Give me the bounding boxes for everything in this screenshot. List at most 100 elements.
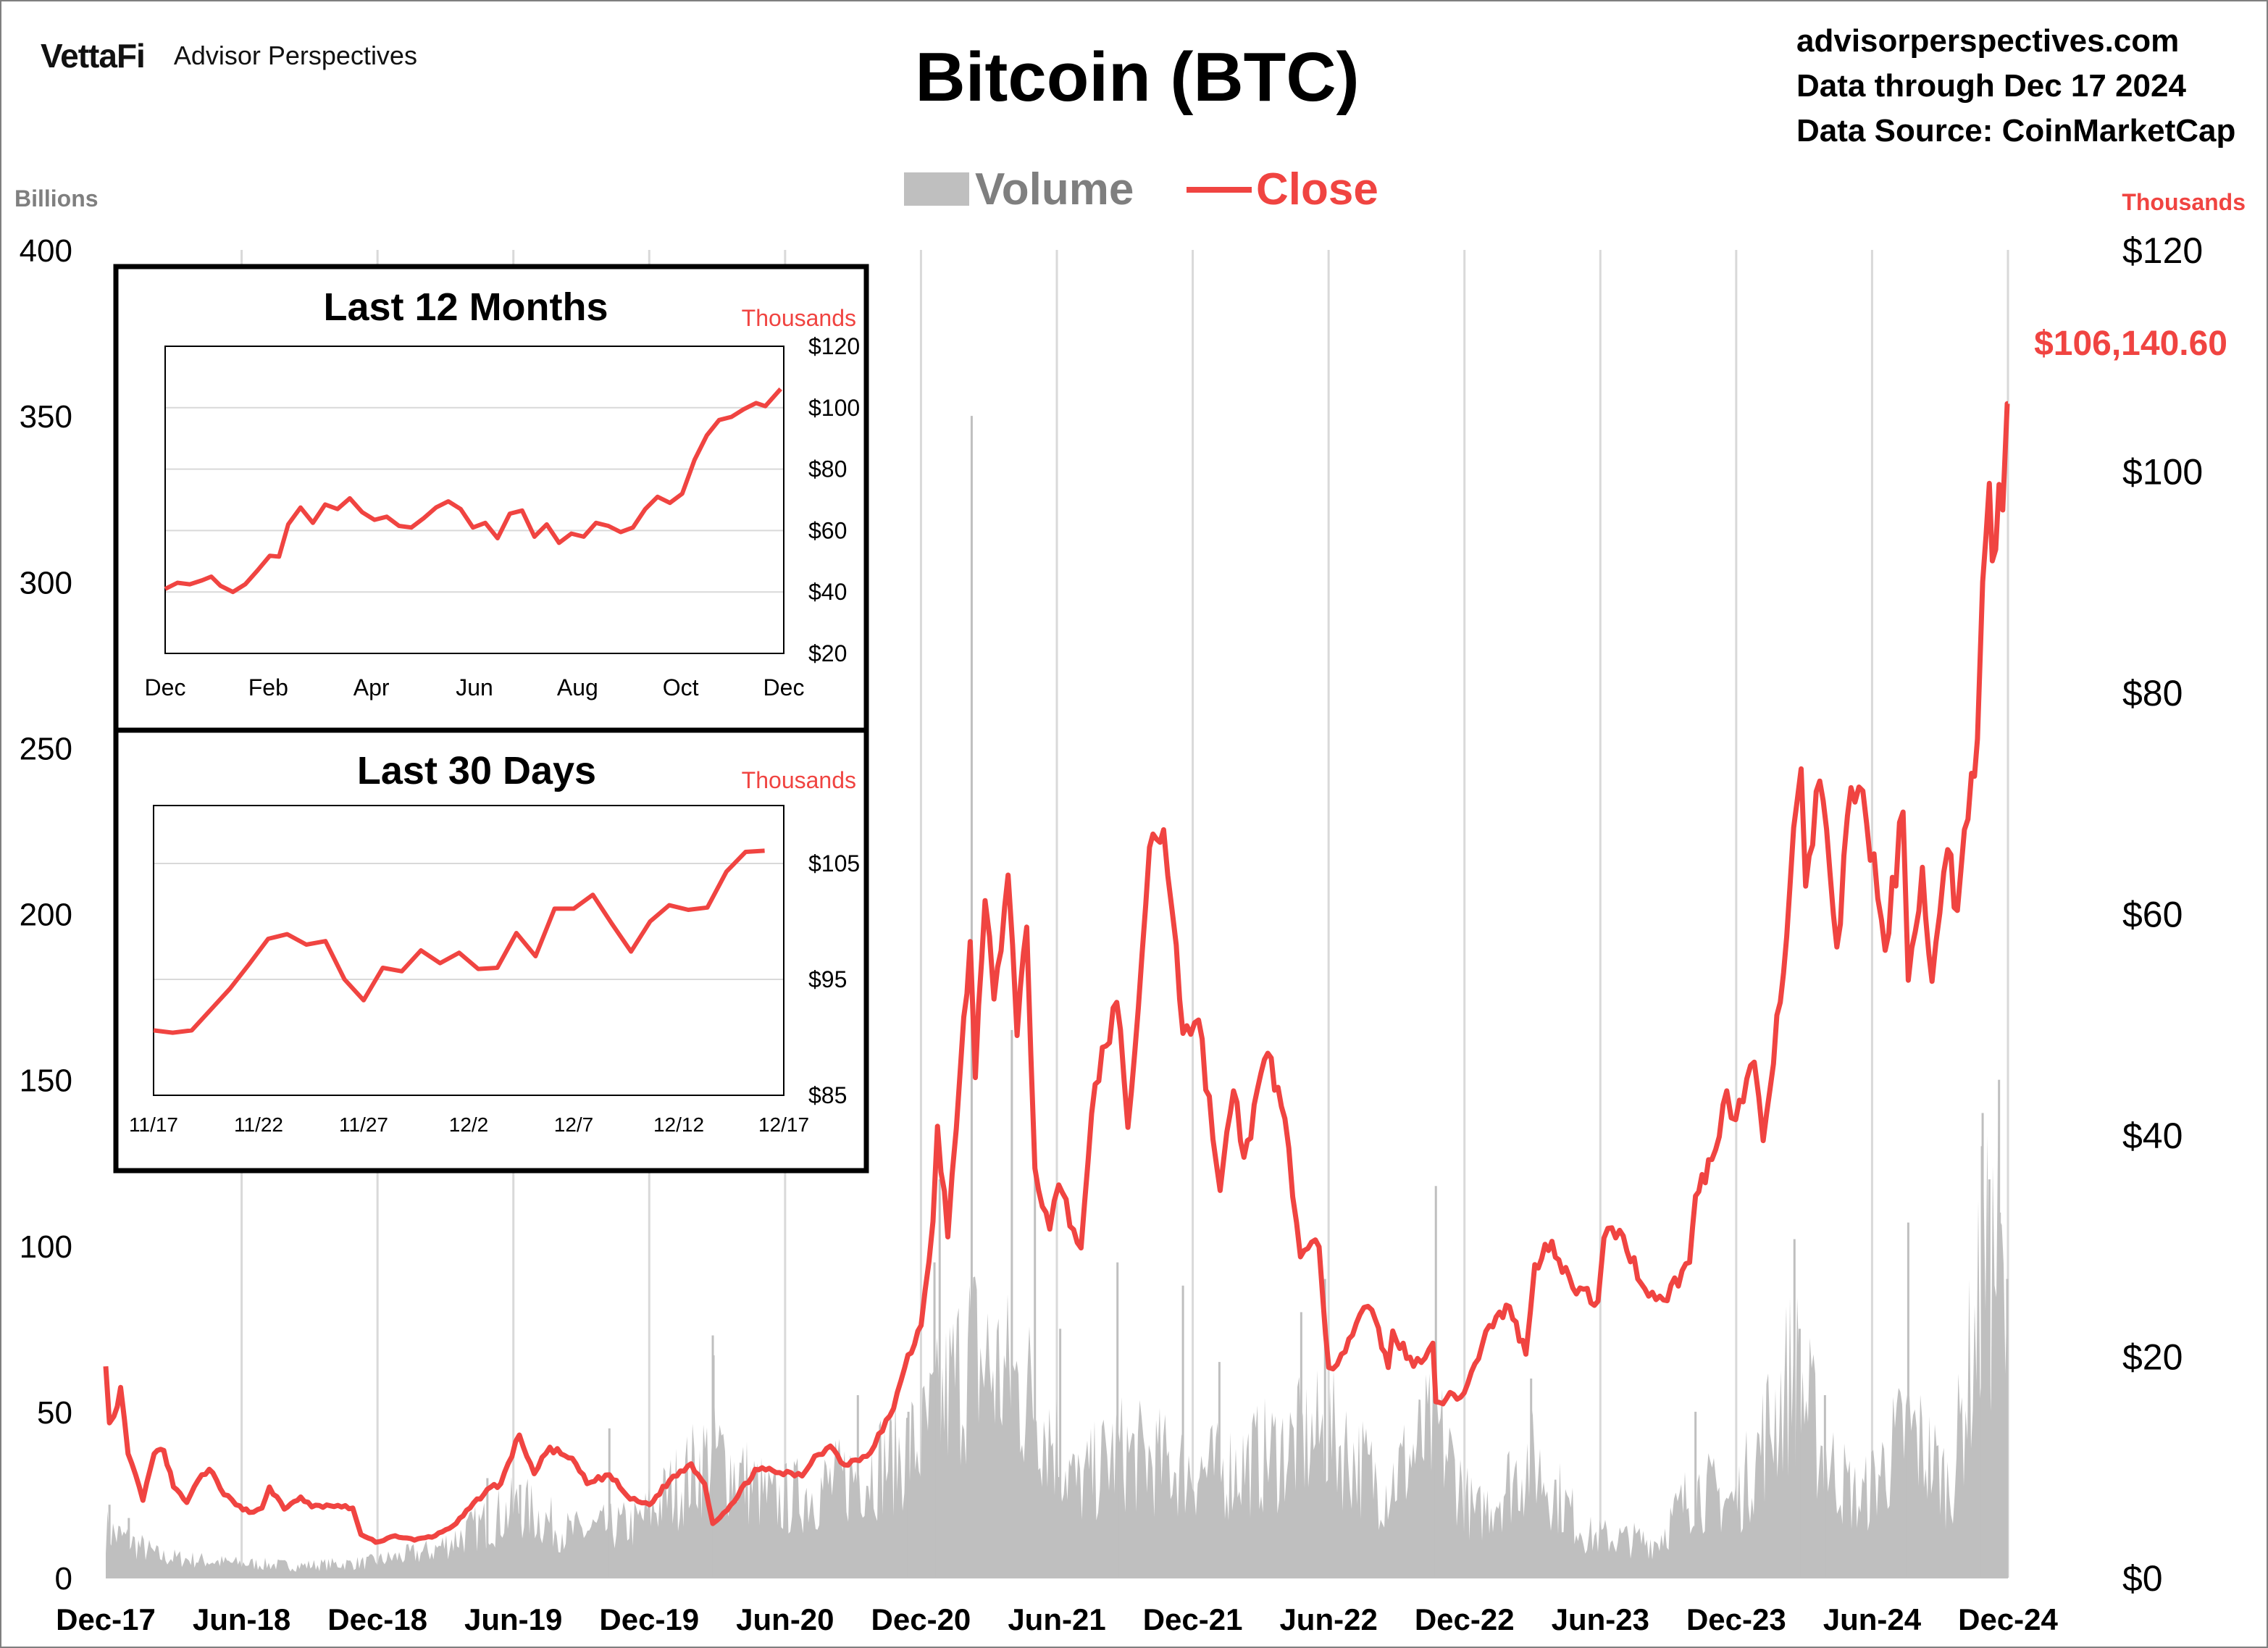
legend-volume-label: Volume — [975, 164, 1134, 214]
volume-spike — [1798, 1329, 1801, 1578]
x-tick-label: Dec-17 — [56, 1602, 156, 1636]
volume-spike — [127, 1518, 130, 1578]
x-tick-label: Jun-22 — [1279, 1602, 1377, 1636]
inset-x-tick-label: Apr — [353, 674, 390, 700]
inset-x-tick-label: Aug — [557, 674, 598, 700]
volume-spike — [108, 1505, 111, 1578]
volume-spike — [2006, 1279, 2009, 1578]
volume-spike — [907, 1411, 910, 1578]
axis-layer: Dec-17 Jun-18 Dec-18 Jun-19 Dec-19 Jun-20 Dec-… — [14, 185, 2246, 1636]
inset-x-tick-label: Jun — [456, 674, 493, 700]
inset-title: Last 12 Months — [323, 285, 608, 329]
close-layer — [103, 401, 2010, 1545]
volume-spike — [1907, 1222, 1909, 1578]
legend-close-label: Close — [1256, 164, 1378, 214]
left-tick-label: 100 — [20, 1229, 72, 1265]
source-data-source: Data Source: CoinMarketCap — [1796, 113, 2236, 149]
right-tick-label: $0 — [2122, 1558, 2163, 1599]
volume-spike — [1694, 1411, 1697, 1578]
source-data-through: Data through Dec 17 2024 — [1796, 68, 2186, 104]
inset-x-tick-label: 11/27 — [339, 1113, 388, 1136]
volume-spike — [1999, 1212, 2001, 1578]
left-tick-label: 150 — [20, 1063, 72, 1099]
close-series-line — [103, 401, 2010, 1545]
inset-tick-label: $60 — [808, 517, 847, 543]
inset-frame — [113, 264, 869, 733]
left-tick-label: 200 — [20, 898, 72, 933]
inset-axis-unit: Thousands — [742, 305, 856, 331]
right-tick-label: $60 — [2122, 895, 2183, 935]
x-tick-label: Dec-19 — [599, 1602, 699, 1636]
x-tick-label: Dec-22 — [1415, 1602, 1515, 1636]
x-tick-label: Dec-21 — [1143, 1602, 1243, 1636]
volume-spike — [1793, 1239, 1796, 1578]
inset-close-line — [153, 848, 765, 1035]
volume-spike — [608, 1428, 611, 1578]
volume-spike — [1034, 1129, 1037, 1578]
x-tick-label: Dec-24 — [1958, 1602, 2058, 1636]
volume-spike — [1010, 1029, 1013, 1578]
volume-spike — [1323, 1279, 1326, 1578]
right-tick-label: $40 — [2122, 1116, 2183, 1156]
right-tick-label: $100 — [2122, 452, 2203, 493]
brand-logo: VettaFi — [41, 37, 146, 75]
x-tick-label: Jun-23 — [1552, 1602, 1649, 1636]
chart-title: Bitcoin (BTC) — [915, 38, 1360, 116]
inset-tick-label: $105 — [808, 850, 860, 877]
volume-spike — [1823, 1394, 1826, 1578]
volume-area — [106, 1118, 2008, 1578]
inset-axis-unit: Thousands — [742, 767, 856, 793]
legend: Volume Close — [904, 164, 1378, 214]
volume-spike — [1300, 1312, 1302, 1578]
volume-spike — [1181, 1285, 1184, 1578]
left-axis-unit: Billions — [14, 185, 99, 212]
inset-tick-label: $120 — [808, 333, 860, 359]
inset-tick-label: $80 — [808, 456, 847, 482]
inset-x-tick-label: 12/2 — [449, 1113, 489, 1136]
volume-spike — [1218, 1362, 1221, 1578]
inset-last-12-months: Last 12 Months Thousands $20 $40 $60 $80 $100 $… — [113, 264, 869, 733]
inset-tick-label: $85 — [808, 1082, 847, 1108]
left-tick-label: 0 — [55, 1561, 72, 1597]
x-tick-label: Dec-18 — [327, 1602, 427, 1636]
inset-x-tick-label: 12/7 — [554, 1113, 594, 1136]
right-tick-label: $20 — [2122, 1337, 2183, 1378]
volume-spike — [1981, 1113, 1984, 1578]
left-tick-label: 50 — [37, 1395, 72, 1431]
x-tick-label: Jun-18 — [193, 1602, 290, 1636]
inset-frame — [113, 727, 869, 1174]
source-block: advisorperspectives.com Data through Dec… — [1796, 19, 2235, 154]
inset-x-tick-label: Oct — [663, 674, 699, 700]
right-tick-label: $80 — [2122, 673, 2183, 714]
volume-spike — [933, 1262, 936, 1578]
inset-x-tick-label: Dec — [763, 674, 805, 700]
inset-x-tick-label: 12/12 — [653, 1113, 704, 1136]
volume-spike — [712, 1355, 715, 1578]
volume-spike — [1530, 1379, 1533, 1578]
inset-tick-label: $95 — [808, 966, 847, 992]
inset-x-tick-label: Dec — [145, 674, 186, 700]
volume-spike — [1116, 1262, 1119, 1578]
left-tick-label: 350 — [20, 399, 72, 435]
x-tick-label: Dec-20 — [871, 1602, 971, 1636]
volume-spike — [1988, 1179, 1991, 1578]
volume-spike — [486, 1478, 489, 1578]
right-axis-unit: Thousands — [2122, 189, 2246, 215]
left-tick-label: 400 — [20, 233, 72, 269]
inset-x-tick-label: 11/17 — [129, 1113, 178, 1136]
legend-volume-swatch — [904, 172, 969, 206]
brand: VettaFi Advisor Perspectives — [41, 36, 417, 75]
x-tick-label: Jun-19 — [464, 1602, 562, 1636]
inset-title: Last 30 Days — [357, 749, 596, 792]
x-tick-label: Dec-23 — [1686, 1602, 1786, 1636]
right-tick-label: $120 — [2122, 230, 2203, 271]
last-value-label: $106,140.60 — [2034, 325, 2227, 363]
inset-x-tick-label: 11/22 — [234, 1113, 283, 1136]
brand-name: Advisor Perspectives — [173, 41, 417, 70]
volume-spike — [938, 1179, 941, 1578]
inset-x-tick-label: 12/17 — [758, 1113, 809, 1136]
x-tick-label: Jun-24 — [1823, 1602, 1922, 1636]
volume-spike — [519, 1484, 522, 1578]
